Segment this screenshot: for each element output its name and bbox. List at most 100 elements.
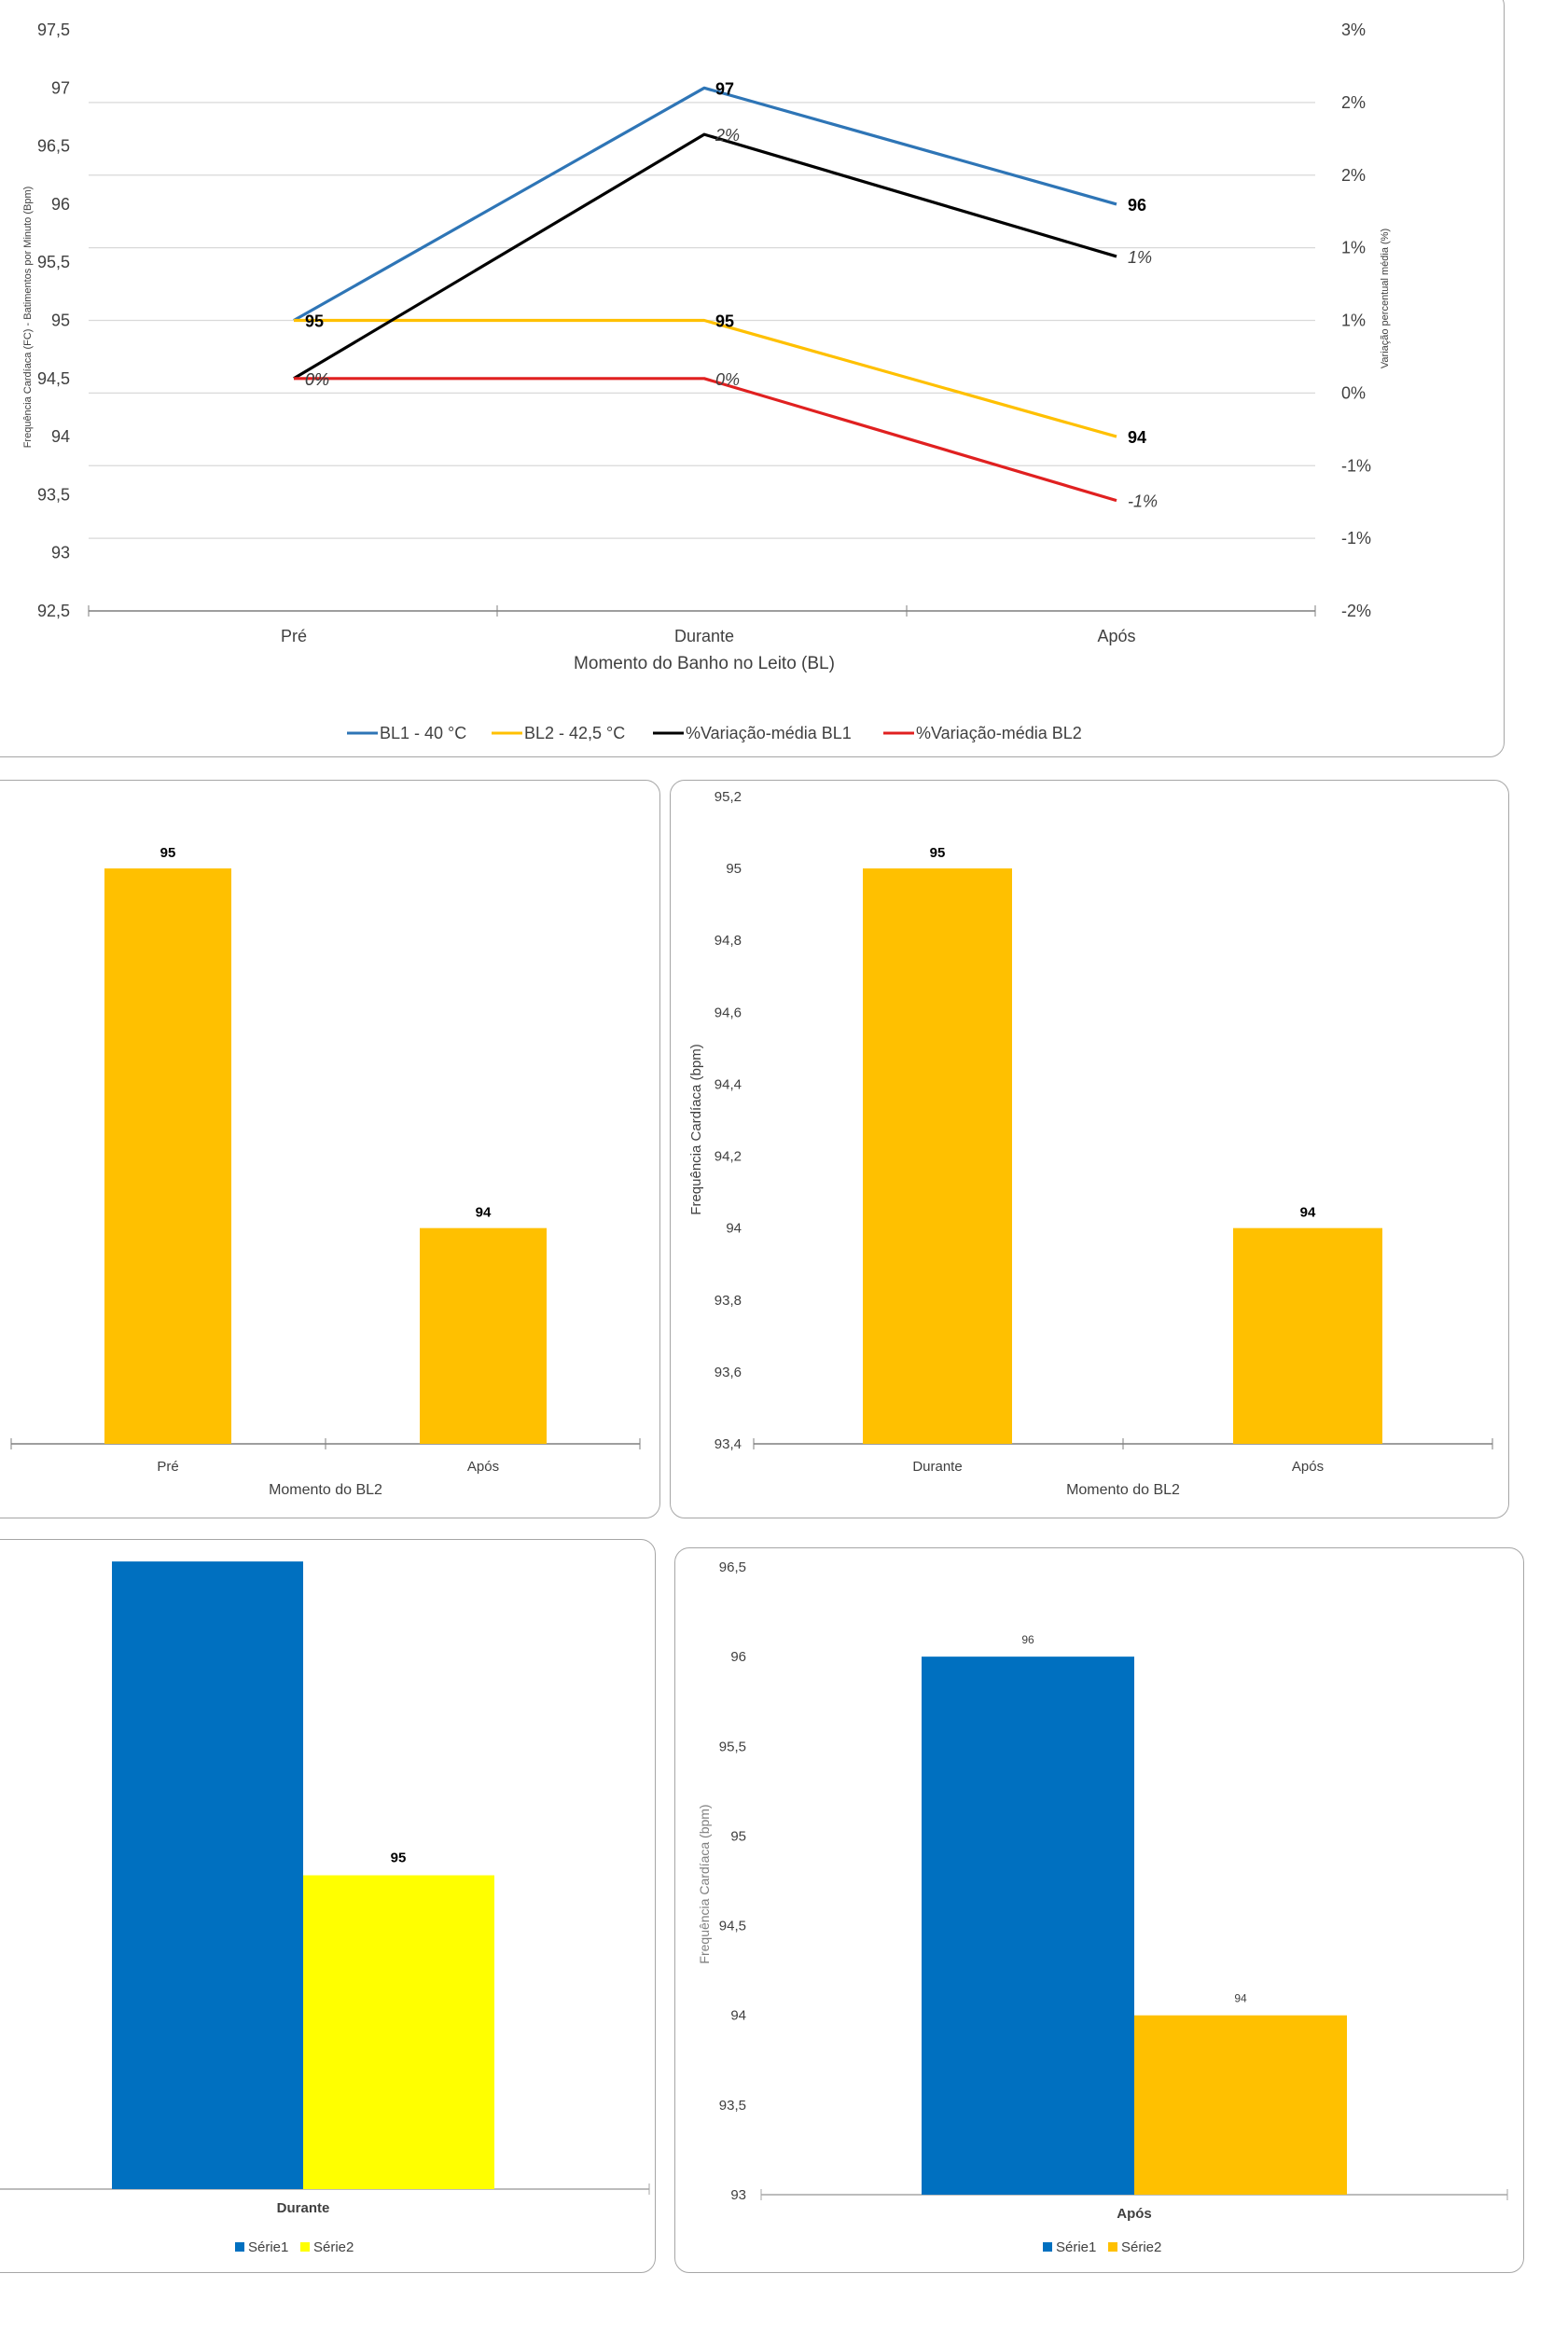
as-y-tick-label: 96,5 [719, 1560, 746, 1575]
main-y-tick-label: 92,5 [37, 602, 70, 620]
ds-x-tick-label: Durante [277, 2200, 330, 2216]
as-y-tick-label: 95,5 [719, 1739, 746, 1754]
series-line-var-bl1 [293, 132, 1117, 381]
ds-legend-swatch-serie2 [300, 2242, 310, 2252]
main-y2-tick-label: -1% [1341, 529, 1371, 548]
main-x-tick-label: Pré [281, 627, 307, 645]
main-data-label: 95 [305, 312, 324, 331]
series-line-var-bl2 [294, 377, 1117, 503]
bar [420, 1227, 547, 1444]
main-y2-tick-label: -2% [1341, 602, 1371, 620]
series-line-bl2 [294, 318, 1117, 438]
main-y-tick-label: 93,5 [37, 485, 70, 504]
main-gridlines [89, 102, 1315, 539]
bar [1233, 1227, 1382, 1444]
bl2a-x-tick-label: Pré [157, 1459, 178, 1475]
bl2b-y-tick-label: 95 [726, 861, 742, 877]
main-y2-tick-label: 0% [1341, 383, 1366, 402]
main-data-label: 1% [1128, 248, 1152, 267]
bar-data-label: 94 [1300, 1205, 1316, 1221]
main-y2-tick-label: 1% [1341, 312, 1366, 330]
main-data-label: 0% [715, 370, 740, 389]
bar-data-label: 94 [1234, 1992, 1247, 2005]
bar-data-label: 95 [930, 845, 946, 861]
main-y-tick-label: 94 [51, 427, 70, 446]
main-x-tick-label: Após [1097, 627, 1135, 645]
bl2b-y-tick-label: 93,8 [715, 1293, 742, 1309]
main-data-label: 94 [1128, 428, 1146, 447]
main-legend: BL1 - 40 °C BL2 - 42,5 °C %Variação-médi… [347, 724, 1082, 742]
as-y-axis-title: Frequência Cardíaca (bpm) [697, 1804, 712, 1963]
ds-legend-label-serie1: Série1 [248, 2239, 288, 2255]
bl2b-x-axis-title: Momento do BL2 [1066, 1482, 1180, 1498]
main-y-tick-labels: 97,5 97 96,5 96 95,5 95 94,5 94 93,5 93 92,5 [37, 21, 70, 620]
bar-serie1 [112, 1561, 303, 2189]
bar [104, 868, 231, 1444]
as-y-tick-label: 93 [730, 2187, 746, 2203]
as-y-tick-label: 94,5 [719, 1919, 746, 1934]
main-y-tick-label: 94,5 [37, 369, 70, 388]
as-legend-swatch-serie2 [1108, 2242, 1117, 2252]
main-y-tick-label: 93 [51, 544, 70, 562]
bar-serie2 [303, 1875, 494, 2189]
as-y-tick-label: 96 [730, 1649, 746, 1665]
bl2b-x-tick-label: Após [1292, 1459, 1324, 1475]
main-y-tick-label: 96 [51, 195, 70, 214]
bl2-pre-apos-chart: 95 94 Pré Após Momento do BL2 [10, 845, 641, 1498]
ds-legend-label-serie2: Série2 [313, 2239, 354, 2255]
main-y-tick-label: 95,5 [37, 253, 70, 271]
bar [863, 868, 1012, 1444]
main-chart-panel [0, 0, 1505, 757]
as-legend-label-serie2: Série2 [1121, 2239, 1161, 2255]
main-data-label: 0% [305, 370, 329, 389]
bl2a-x-tick-label: Após [467, 1459, 499, 1475]
main-data-label: 0% [305, 370, 329, 389]
as-legend-label-serie1: Série1 [1056, 2239, 1096, 2255]
bl2b-y-axis-title: Frequência Cardíaca (bpm) [688, 1044, 704, 1214]
series-line-bl1 [293, 86, 1117, 322]
main-y2-axis-title: Variação percentual média (%) [1380, 229, 1391, 368]
bl2a-x-axis-title: Momento do BL2 [269, 1482, 382, 1498]
bl2b-y-tick-label: 93,4 [715, 1436, 742, 1452]
bar-serie1 [922, 1657, 1134, 2195]
legend-label-bl1: BL1 - 40 °C [380, 724, 466, 742]
main-y-tick-label: 96,5 [37, 137, 70, 156]
bl2b-y-tick-label: 94 [726, 1221, 742, 1237]
as-y-tick-label: 94 [730, 2008, 746, 2024]
bl2b-y-tick-label: 94,2 [715, 1149, 742, 1165]
as-y-tick-label: 95 [730, 1828, 746, 1844]
main-data-label: 96 [1128, 196, 1146, 215]
main-x-ticks [88, 605, 1316, 617]
as-legend-swatch-serie1 [1043, 2242, 1052, 2252]
main-y-axis-title: Frequência Cardíaca (FC) - Batimentos po… [22, 187, 34, 449]
main-y-tick-label: 97,5 [37, 21, 70, 39]
bl2b-y-tick-label: 93,6 [715, 1365, 742, 1380]
main-data-label: 2% [715, 126, 740, 145]
bar-serie2 [1134, 2015, 1347, 2195]
legend-label-var-bl1: %Variação-média BL1 [686, 724, 852, 742]
main-data-label: 97 [715, 79, 734, 98]
main-line-chart: 97,5 97 96,5 96 95,5 95 94,5 94 93,5 93 92,5 3% 2% 2… [22, 21, 1391, 742]
main-y-tick-label: 97 [51, 78, 70, 97]
main-y2-tick-labels: 3% 2% 2% 1% 1% 0% -1% -1% -2% [1341, 21, 1371, 620]
ds-legend-swatch-serie1 [235, 2242, 244, 2252]
main-y2-tick-label: 2% [1341, 93, 1366, 112]
bar-data-label: 94 [476, 1205, 492, 1221]
main-data-label: -1% [1128, 492, 1158, 511]
bl2b-y-tick-label: 94,6 [715, 1005, 742, 1020]
bl2b-x-tick-label: Durante [912, 1459, 962, 1475]
main-y2-tick-label: -1% [1341, 456, 1371, 475]
bl2-durante-apos-chart: 95,2 95 94,8 94,6 94,4 94,2 94 93,8 93,6 93,4 95 9… [688, 789, 1493, 1498]
bar-data-label: 95 [391, 1851, 407, 1866]
main-y-tick-label: 95 [51, 312, 70, 330]
main-y2-tick-label: 2% [1341, 166, 1366, 185]
main-x-axis-title: Momento do Banho no Leito (BL) [574, 654, 835, 673]
main-x-tick-label: Durante [674, 627, 734, 645]
bl2b-y-tick-label: 94,4 [715, 1076, 742, 1092]
as-y-tick-label: 93,5 [719, 2098, 746, 2114]
bar-data-label: 95 [160, 845, 176, 861]
bl2b-y-tick-label: 94,8 [715, 933, 742, 949]
bar-data-label: 96 [1021, 1633, 1034, 1646]
